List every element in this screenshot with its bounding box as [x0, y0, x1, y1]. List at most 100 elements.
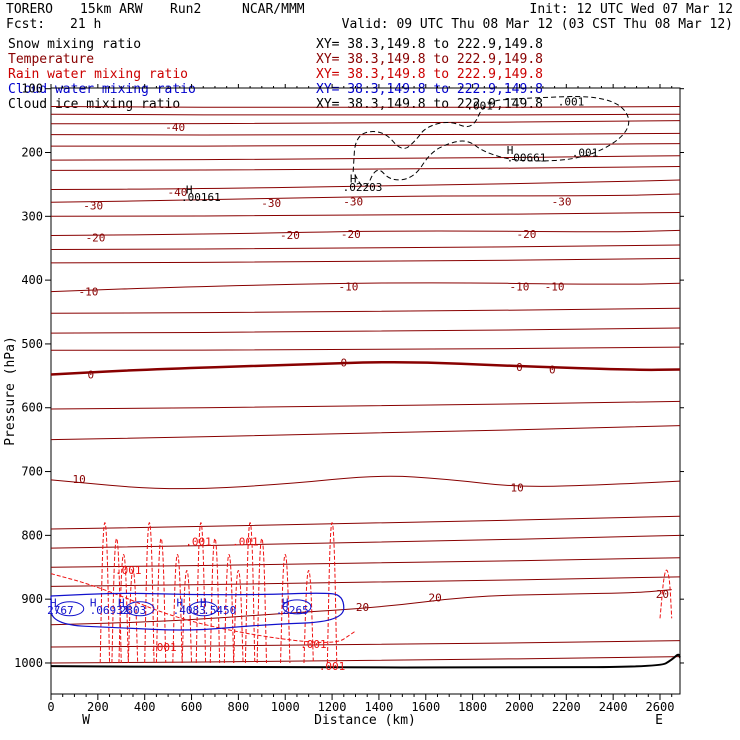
x-tick-label: 200 [87, 700, 109, 714]
temperature-contour-line [50, 534, 681, 549]
rain-contour [50, 573, 356, 643]
terrain-line [50, 653, 681, 669]
temperature-contours [50, 106, 681, 664]
contour-label: -20 [517, 228, 537, 241]
rain-contour [172, 554, 183, 663]
contour-label: .001 [232, 536, 259, 549]
x-end-label-west: W [82, 713, 90, 728]
contour-label: -30 [261, 197, 281, 210]
temperature-contour-line [50, 166, 681, 171]
y-tick-label: 1000 [14, 656, 43, 670]
legend-label-temperature: Temperature [8, 52, 94, 67]
terrain-line [50, 653, 681, 669]
rain-contour [111, 538, 122, 663]
temperature-contour-line [50, 120, 681, 125]
contour-label: .001 [150, 641, 177, 654]
temperature-contour-line [50, 143, 681, 147]
rain-contour [99, 522, 111, 664]
temperature-contour-line [50, 132, 681, 136]
y-tick-label: 700 [21, 465, 43, 479]
x-tick-label: 1600 [411, 700, 440, 714]
x-tick-label: 0 [47, 700, 54, 714]
contour-label: -10 [339, 281, 359, 294]
temperature-contour-line [50, 244, 681, 250]
x-tick-label: 1800 [458, 700, 487, 714]
forecast-label: Fcst: [6, 17, 45, 32]
temperature-contour-line [50, 193, 681, 203]
rain-contour [195, 522, 207, 663]
rain-contour [659, 569, 673, 619]
x-axis: 0 200 400 600 800 1000 1200 1400 1600 1800 2000 220… [47, 84, 674, 714]
legend: Snow mixing ratio XY= 38.3,149.8 to 222.… [8, 37, 543, 112]
temperature-contour-line [50, 211, 681, 217]
contour-label: H [90, 596, 97, 609]
run-name: Run2 [170, 2, 201, 17]
org-name: NCAR/MMM [242, 2, 305, 17]
cloud-water-contour [125, 601, 155, 617]
temperature-contour-line [50, 327, 681, 334]
contour-label: -40 [168, 186, 188, 199]
legend-label-cloud-ice: Cloud ice mixing ratio [8, 97, 180, 112]
x-tick-label: 1200 [318, 700, 347, 714]
plot-frame [50, 87, 681, 695]
x-tick-label: 2200 [552, 700, 581, 714]
x-tick-label: 2400 [599, 700, 628, 714]
contour-label: H [282, 596, 289, 609]
contour-label: .001 [558, 95, 585, 108]
legend-xy-rain: XY= 38.3,149.8 to 222.9,149.8 [316, 67, 543, 82]
legend-xy-temperature: XY= 38.3,149.8 to 222.9,149.8 [316, 52, 543, 67]
rain-contour [155, 538, 167, 663]
y-tick-label: 800 [21, 528, 43, 542]
temperature-contour-line [50, 557, 681, 568]
contour-label: .00161 [181, 191, 221, 204]
legend-label-rain: Rain water mixing ratio [8, 67, 188, 82]
init-time: Init: 12 UTC Wed 07 Mar 12 [530, 2, 734, 17]
rain-contour [127, 569, 139, 663]
contour-label: -20 [341, 228, 361, 241]
rain-contour [303, 569, 314, 663]
resolution: 15km ARW [80, 2, 143, 17]
y-tick-label: 100 [21, 82, 43, 96]
cloud-water-contour [282, 599, 312, 615]
temperature-contour-line [50, 307, 681, 314]
contour-label: 0 [549, 363, 556, 376]
temperature-contour-line [50, 589, 672, 626]
rain-contour [280, 554, 291, 663]
contour-label: H [50, 596, 57, 609]
cloud-water-contour [55, 601, 85, 617]
temperature-contour-line [50, 515, 681, 530]
contour-label: .4083 [173, 604, 206, 617]
temperature-contour-line [50, 361, 681, 376]
temperature-contour-line [50, 282, 681, 293]
contour-label: 20 [429, 591, 442, 604]
contour-label: -40 [165, 121, 185, 134]
rain-contour [144, 522, 155, 664]
legend-label-cloud-water: Cloud water mixing ratio [8, 82, 196, 97]
x-tick-label: 1400 [364, 700, 393, 714]
contour-label: 2767 [47, 604, 74, 617]
temperature-contour-line [50, 400, 681, 410]
contour-label: 0 [88, 369, 95, 382]
model-name: TORERO [6, 2, 53, 17]
y-tick-label: 400 [21, 273, 43, 287]
mixing-ratio-contours [50, 96, 673, 664]
contour-label: 20 [656, 588, 669, 601]
valid-time: Valid: 09 UTC Thu 08 Mar 12 (03 CST Thu … [342, 17, 733, 32]
rain-contour [209, 538, 221, 663]
temperature-contour-line [50, 640, 681, 648]
temperature-contour-line [50, 106, 681, 109]
y-tick-label: 600 [21, 401, 43, 415]
contour-label: -10 [79, 286, 99, 299]
y-tick-label: 200 [21, 146, 43, 160]
contour-label: 2803 [120, 604, 147, 617]
contour-label: -10 [545, 281, 565, 294]
temperature-contour-line [50, 475, 681, 490]
contour-label: H [507, 144, 514, 157]
legend-xy-cloud-water: XY= 38.3,149.8 to 222.9,149.8 [316, 82, 543, 97]
contour-label: -30 [343, 196, 363, 209]
rain-contour [256, 538, 267, 663]
contour-label: -20 [86, 231, 106, 244]
x-tick-label: 600 [181, 700, 203, 714]
cloud-water-contour [188, 601, 218, 617]
